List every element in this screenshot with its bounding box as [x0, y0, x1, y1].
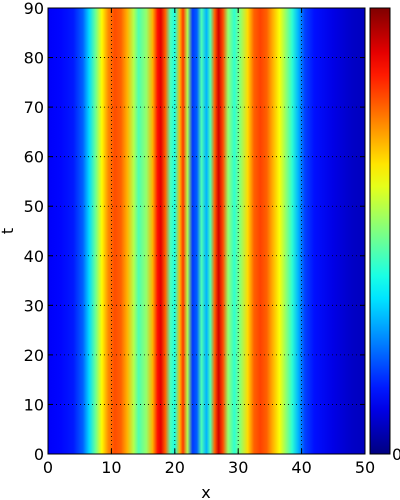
y-tick-label: 20	[24, 346, 44, 365]
x-tick-label: 40	[291, 458, 311, 477]
grid-lines	[48, 8, 365, 454]
y-tick-label: 40	[24, 247, 44, 266]
y-tick-label: 10	[24, 395, 44, 414]
x-tick-label: 50	[355, 458, 375, 477]
x-axis-label: x	[201, 483, 210, 500]
x-axis: 0 10 20 30 40 50	[43, 8, 375, 477]
y-tick-label: 50	[24, 197, 44, 216]
y-tick-label: 80	[24, 49, 44, 68]
y-tick-label: 60	[24, 148, 44, 167]
y-tick-label: 70	[24, 98, 44, 117]
x-tick-label: 0	[43, 458, 53, 477]
x-tick-label: 20	[165, 458, 185, 477]
x-tick-label: 30	[228, 458, 248, 477]
heatmap-plot-area	[48, 8, 365, 454]
y-axis: 0 10 20 30 40 50 60 70 80 90	[24, 0, 365, 464]
plot-frame	[47, 7, 366, 455]
y-tick-label: 30	[24, 296, 44, 315]
y-tick-label: 90	[24, 0, 44, 18]
x-tick-label: 10	[101, 458, 121, 477]
y-axis-label: t	[0, 228, 17, 234]
y-tick-label: 0	[34, 445, 44, 464]
colorbar-tick-label: 0	[392, 445, 400, 464]
colorbar	[369, 7, 391, 455]
